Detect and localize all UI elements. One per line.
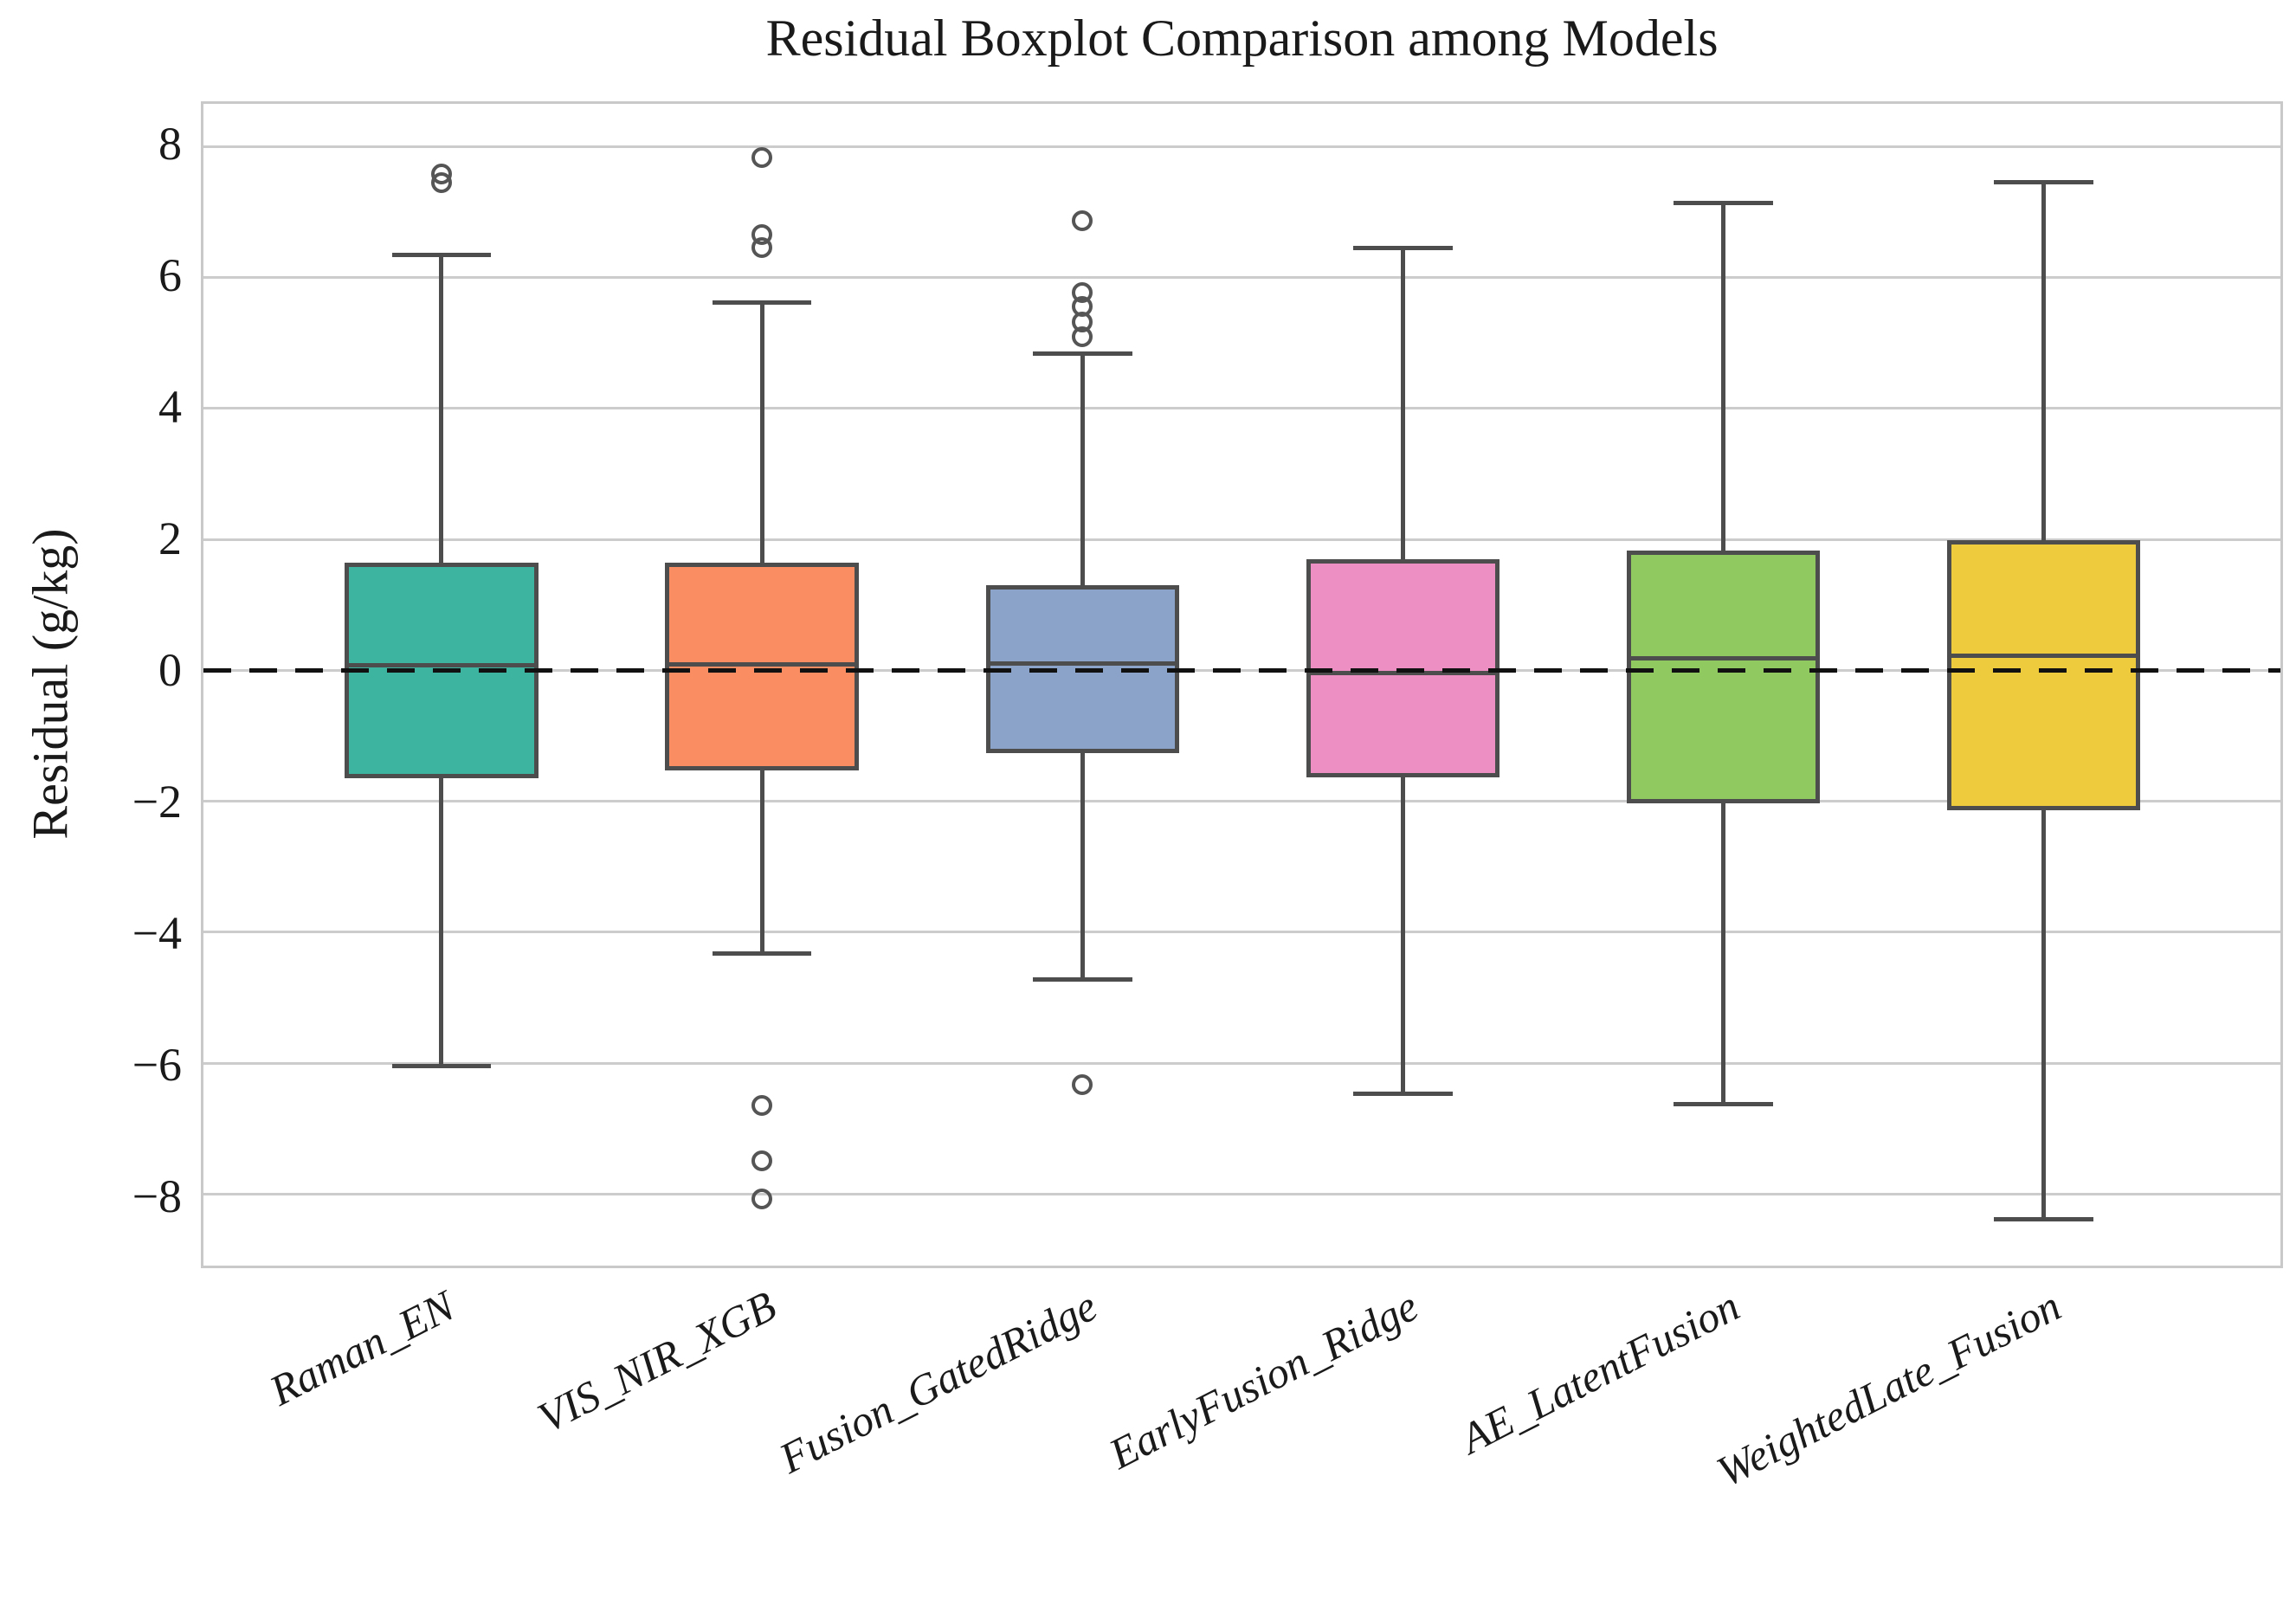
boxplot-box-AE_LatentFusion [1626, 550, 1821, 803]
outlier-point-VIS_NIR_XGB [751, 1188, 773, 1209]
x-tick-label-Raman_EN: Raman_EN [261, 1280, 462, 1415]
outlier-point-VIS_NIR_XGB [751, 1094, 773, 1116]
gridline-y8 [203, 145, 2281, 148]
y-axis-tick-labels: 8 6 4 2 0 −2 −4 −6 −8 [0, 101, 182, 1268]
y-tick-label: −8 [132, 1170, 183, 1223]
y-tick-label: 0 [158, 644, 183, 697]
outlier-point-Fusion_GatedRidge [1072, 209, 1093, 231]
whisker-cap-high-EarlyFusion_Ridge [1353, 245, 1453, 250]
chart-title: Residual Boxplot Comparison among Models [765, 10, 1719, 67]
whisker-cap-high-WeightedLate_Fusion [1994, 180, 2094, 185]
outlier-point-Raman_EN [430, 163, 452, 184]
x-axis-tick-labels: Raman_EN VIS_NIR_XGB Fusion_GatedRidge Earl… [201, 1280, 2283, 1566]
whisker-cap-low-AE_LatentFusion [1674, 1102, 1773, 1107]
gridline-y-2 [203, 800, 2281, 803]
x-tick-label-WeightedLate_Fusion: WeightedLate_Fusion [1709, 1280, 2068, 1497]
boxplot-box-VIS_NIR_XGB [665, 563, 859, 771]
gridline-y-8 [203, 1192, 2281, 1195]
whisker-cap-high-Raman_EN [391, 253, 492, 258]
whisker-cap-low-Fusion_GatedRidge [1032, 976, 1132, 982]
y-tick-label: 6 [158, 249, 183, 302]
median-line-Fusion_GatedRidge [985, 661, 1179, 667]
outlier-point-VIS_NIR_XGB [751, 147, 773, 168]
whisker-cap-high-AE_LatentFusion [1674, 200, 1773, 205]
median-line-EarlyFusion_Ridge [1306, 670, 1500, 675]
y-tick-label: −2 [132, 776, 183, 828]
median-line-VIS_NIR_XGB [665, 662, 859, 667]
whisker-cap-high-VIS_NIR_XGB [712, 300, 812, 306]
gridline-y-6 [203, 1061, 2281, 1065]
gridline-y4 [203, 407, 2281, 410]
outlier-point-VIS_NIR_XGB [751, 1150, 773, 1171]
whisker-cap-low-EarlyFusion_Ridge [1353, 1092, 1453, 1097]
gridline-y2 [203, 538, 2281, 541]
x-tick-label-VIS_NIR_XGB: VIS_NIR_XGB [529, 1280, 784, 1442]
zero-reference-line [203, 667, 2281, 673]
outlier-point-Fusion_GatedRidge [1072, 281, 1093, 303]
median-line-Raman_EN [345, 662, 539, 667]
gridline-y-4 [203, 931, 2281, 934]
plot-area [201, 100, 2284, 1268]
boxplot-box-WeightedLate_Fusion [1947, 539, 2141, 811]
outlier-point-VIS_NIR_XGB [751, 223, 773, 245]
y-tick-label: −4 [132, 907, 183, 960]
x-tick-label-EarlyFusion_Ridge: EarlyFusion_Ridge [1101, 1280, 1426, 1479]
x-tick-label-AE_LatentFusion: AE_LatentFusion [1453, 1280, 1747, 1463]
y-tick-label: −6 [132, 1039, 183, 1092]
whisker-cap-low-Raman_EN [391, 1064, 492, 1069]
y-tick-label: 8 [158, 118, 183, 171]
median-line-WeightedLate_Fusion [1947, 654, 2141, 659]
whisker-cap-low-WeightedLate_Fusion [1994, 1216, 2094, 1221]
median-line-AE_LatentFusion [1626, 656, 1821, 661]
whisker-cap-high-Fusion_GatedRidge [1032, 351, 1132, 356]
outlier-point-Fusion_GatedRidge [1072, 1074, 1093, 1096]
whisker-cap-low-VIS_NIR_XGB [712, 950, 812, 956]
boxplot-box-EarlyFusion_Ridge [1306, 558, 1500, 777]
gridline-y6 [203, 275, 2281, 279]
y-tick-label: 4 [158, 381, 183, 434]
y-tick-label: 2 [158, 512, 183, 565]
x-tick-label-Fusion_GatedRidge: Fusion_GatedRidge [771, 1280, 1105, 1483]
